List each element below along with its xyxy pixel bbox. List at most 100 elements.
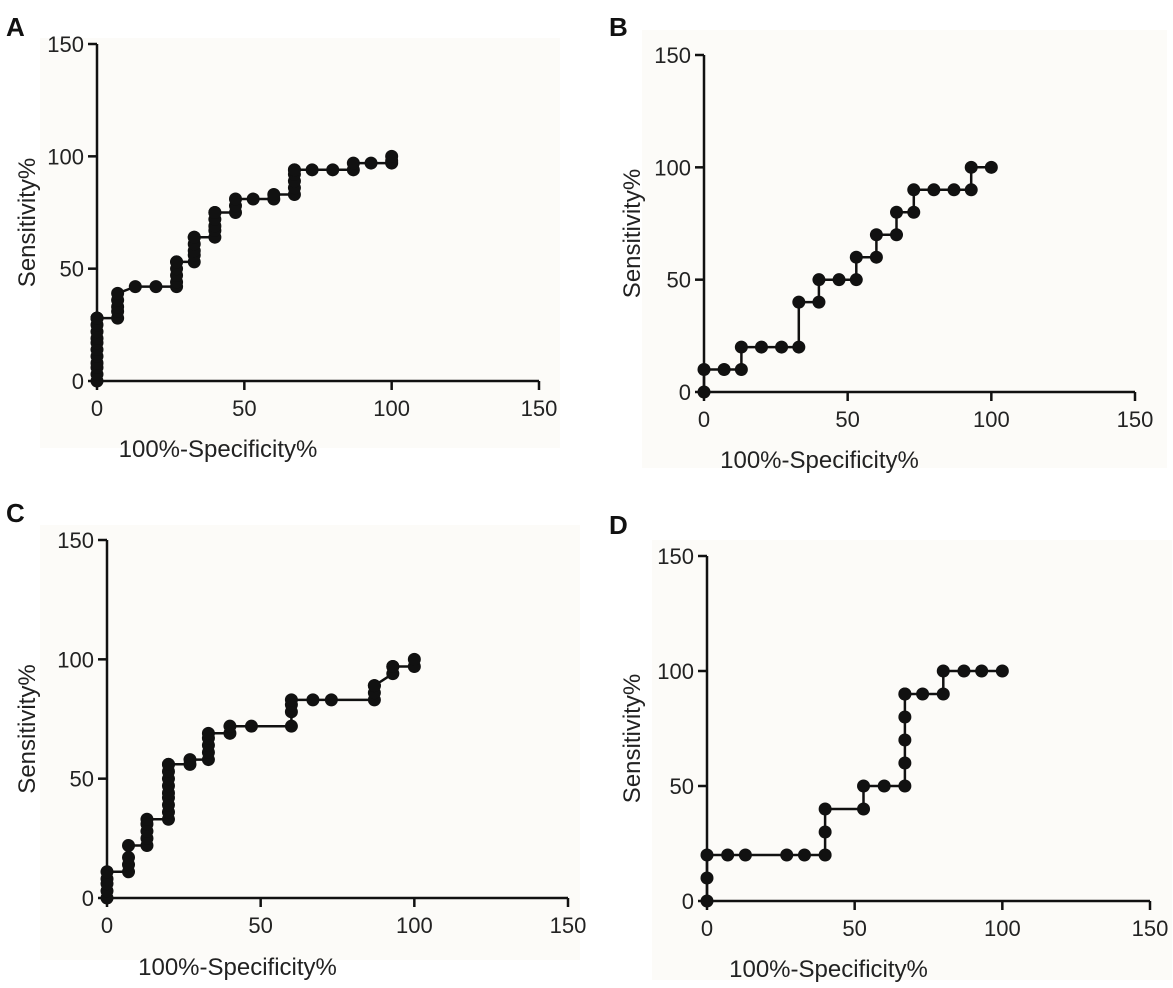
- x-tick-label: 0: [701, 916, 713, 941]
- y-axis-title: Sensitivity%: [619, 674, 646, 803]
- data-point: [797, 848, 811, 862]
- y-tick-label: 150: [654, 43, 691, 68]
- data-point: [738, 848, 752, 862]
- panel-a-label: A: [6, 12, 25, 42]
- data-point: [326, 163, 340, 177]
- y-tick-label: 100: [657, 659, 694, 684]
- data-point: [306, 693, 320, 707]
- roc-curve-line: [705, 669, 1003, 901]
- data-point: [700, 848, 714, 862]
- data-point: [128, 280, 142, 294]
- data-point: [907, 183, 921, 197]
- data-point: [936, 664, 950, 678]
- y-tick: 50: [70, 767, 107, 792]
- panel-b-background: [642, 30, 1167, 468]
- data-point: [792, 295, 806, 309]
- y-tick: 150: [57, 528, 107, 553]
- data-point: [898, 756, 912, 770]
- x-tick-label: 150: [550, 913, 587, 938]
- panel-a-chart: 0 50 100 150 0 50 100 150 100%-Specificity% Sensi…: [14, 32, 557, 463]
- x-tick-label: 50: [835, 407, 859, 432]
- roc-curve-line: [95, 156, 393, 381]
- data-point: [149, 280, 163, 294]
- data-point: [818, 825, 832, 839]
- x-tick-label: 150: [521, 396, 558, 421]
- data-point: [721, 848, 735, 862]
- data-point: [187, 230, 201, 244]
- data-point: [898, 687, 912, 701]
- y-tick: 150: [47, 32, 97, 57]
- data-point: [957, 664, 971, 678]
- panel-c-background: [40, 525, 580, 960]
- y-tick-label: 50: [60, 257, 84, 282]
- x-tick: 150: [1132, 901, 1168, 941]
- y-tick-label: 150: [657, 544, 694, 569]
- x-tick: 150: [550, 898, 587, 938]
- y-tick-label: 0: [82, 886, 94, 911]
- x-tick-label: 50: [842, 916, 866, 941]
- y-axis-title: Sensitivity%: [14, 158, 41, 287]
- y-tick-label: 150: [47, 32, 84, 57]
- x-tick-label: 100: [373, 396, 410, 421]
- data-point: [857, 802, 871, 816]
- y-tick-label: 0: [679, 380, 691, 405]
- data-point: [346, 156, 360, 170]
- data-point: [208, 206, 222, 219]
- data-point: [849, 250, 863, 264]
- y-tick-label: 0: [682, 889, 694, 914]
- x-tick: 50: [835, 392, 860, 432]
- data-point: [818, 848, 832, 862]
- x-tick-label: 0: [91, 396, 103, 421]
- data-point: [898, 710, 912, 724]
- x-tick-label: 100: [396, 913, 433, 938]
- y-tick: 100: [657, 659, 707, 684]
- data-point: [223, 719, 237, 733]
- y-tick: 150: [654, 43, 704, 68]
- data-point: [201, 726, 215, 740]
- data-point: [869, 250, 883, 264]
- data-point: [324, 693, 338, 707]
- x-tick-label: 0: [101, 913, 113, 938]
- x-axis-title: 100%-Specificity%: [720, 447, 919, 474]
- y-tick-label: 100: [57, 647, 94, 672]
- data-point: [927, 183, 941, 197]
- data-point: [244, 719, 258, 733]
- x-tick: 100: [984, 901, 1021, 941]
- data-point: [818, 802, 832, 816]
- x-tick: 100: [973, 392, 1010, 432]
- y-tick: 100: [47, 144, 97, 169]
- y-axis-title: Sensitivity%: [14, 664, 41, 793]
- y-tick-label: 0: [72, 369, 84, 394]
- data-point: [832, 273, 846, 287]
- data-point: [367, 679, 381, 693]
- x-tick: 50: [232, 381, 257, 421]
- data-point: [916, 687, 930, 701]
- roc-curve-line: [105, 659, 416, 898]
- panel-c-label: C: [6, 498, 25, 528]
- x-tick: 100: [373, 381, 410, 421]
- y-tick: 100: [654, 155, 704, 180]
- y-tick-label: 100: [654, 155, 691, 180]
- data-point: [877, 779, 891, 793]
- data-point: [754, 340, 768, 354]
- data-point: [122, 838, 136, 852]
- data-point: [246, 192, 260, 206]
- data-point: [775, 340, 789, 354]
- data-point: [100, 865, 114, 879]
- y-tick-label: 50: [667, 268, 691, 293]
- x-axis-title: 100%-Specificity%: [729, 956, 928, 983]
- data-point: [964, 160, 978, 174]
- data-point: [907, 205, 921, 219]
- y-tick-label: 100: [47, 144, 84, 169]
- data-point: [869, 228, 883, 242]
- data-point: [407, 652, 421, 666]
- y-tick-label: 50: [670, 774, 694, 799]
- y-tick-label: 150: [57, 528, 94, 553]
- x-axis-title: 100%-Specificity%: [119, 436, 318, 463]
- data-point: [947, 183, 961, 197]
- panel-d-background: [652, 540, 1172, 980]
- data-point: [697, 363, 711, 377]
- x-tick: 100: [396, 898, 433, 938]
- data-point: [170, 255, 184, 269]
